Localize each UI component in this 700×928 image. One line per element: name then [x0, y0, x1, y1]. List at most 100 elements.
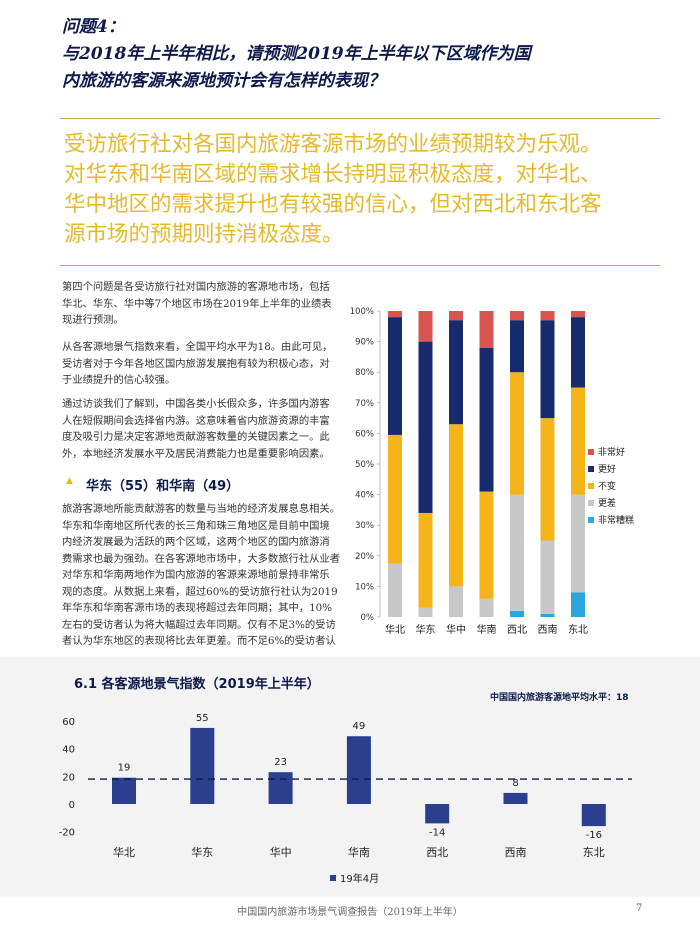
x-category-label: 华北 — [385, 623, 405, 636]
triangle-bullet-icon: ▲ — [66, 476, 73, 486]
stacked-bar-segment — [540, 311, 555, 321]
stacked-bar-segment — [479, 311, 494, 348]
chart-title: 6.1 各客源地景气指数（2019年上半年） — [74, 677, 320, 692]
y-tick-label: 40 — [62, 745, 75, 756]
text-line: 人在短假期间会选择省内游。这意味着省内旅游资源的丰富 — [62, 414, 330, 427]
y-tick-label: 10% — [355, 582, 374, 592]
legend-label: 非常糟糕 — [598, 514, 634, 526]
value-label: 8 — [512, 778, 518, 789]
legend-label: 更差 — [598, 497, 616, 509]
average-label: 中国国内旅游客源地平均水平： — [490, 693, 617, 703]
stacked-bar-segment — [388, 434, 402, 564]
legend-swatch — [588, 466, 594, 472]
stacked-bar-segment — [418, 512, 433, 608]
stacked-bar-segment — [571, 592, 585, 617]
stacked-bar-segment — [510, 494, 524, 611]
legend-label: 不变 — [598, 480, 616, 492]
question-heading: 问题4： 与2018年上半年相比，请预测2019年上半年以下区域作为国 内旅游的… — [62, 14, 662, 95]
x-category-label: 华北 — [113, 845, 135, 859]
header-divider — [60, 118, 660, 119]
x-category-label: 西南 — [538, 623, 558, 636]
x-category-label: 华中 — [446, 623, 466, 636]
index-bar — [190, 727, 215, 804]
stacked-bar-segment — [510, 320, 524, 373]
stacked-bar-segment — [571, 311, 585, 318]
text-line: 内经济发展最为活跃的两个区域，这两个地区的国内旅游消 — [62, 536, 330, 548]
stacked-bar-chart: 0% 10% 20% 30% 40% 50% 60% 70% 80% 90% 100% 华北 华东 华中华… — [350, 307, 634, 636]
text-line: 度及吸引力是决定客源地贡献游客数量的关键因素之一。此 — [62, 431, 330, 443]
index-bar — [268, 772, 293, 804]
text-line: 第四个问题是各受访旅行社对国内旅游的客源地市场，包括 — [62, 281, 330, 293]
y-tick-label: 30% — [355, 521, 374, 531]
x-category-label: 东北 — [568, 623, 588, 636]
y-tick-label: 70% — [355, 399, 374, 409]
x-category-label: 西北 — [426, 846, 448, 859]
stacked-bar-segment — [479, 598, 494, 617]
index-bar — [581, 804, 606, 827]
summary-line: 对华东和华南区域的需求增长持明显积极态度，对华北、 — [64, 162, 602, 187]
summary-line: 受访旅行社对各国内旅游客源市场的业绩预期较为乐观。 — [64, 132, 602, 157]
legend-label: 19年4月 — [340, 872, 379, 885]
paragraph-interview: 通过访谈我们了解到，中国各类小长假众多，许多国内游客 人在短假期间会选择省内游。… — [62, 396, 360, 462]
y-tick-label: 0 — [69, 800, 75, 811]
summary-block: 受访旅行社对各国内旅游客源市场的业绩预期较为乐观。 对华东和华南区域的需求增长持… — [64, 130, 664, 250]
x-category-label: 华东 — [416, 623, 436, 636]
stacked-bar-segment — [540, 418, 555, 541]
y-tick-label: 100% — [350, 307, 374, 317]
y-tick-label: 50% — [355, 460, 374, 470]
text-line: 受访者对于今年各地区国内旅游发展抱有较为积极心态，对 — [62, 357, 330, 370]
stacked-bar-segment — [510, 610, 524, 617]
legend-swatch — [588, 449, 594, 455]
legend-label: 更好 — [598, 463, 616, 475]
text-line: 于业绩提升的信心较强。 — [62, 374, 176, 386]
text-line: 通过访谈我们了解到，中国各类小长假众多，许多国内游客 — [62, 398, 330, 410]
stacked-bar-segment — [540, 540, 555, 614]
x-category-label: 东北 — [583, 846, 605, 859]
value-label: 19 — [118, 763, 131, 774]
average-value: 18 — [616, 693, 629, 703]
legend-swatch — [588, 483, 594, 489]
question-line: 内旅游的客源来源地预计会有怎样的表现？ — [62, 71, 385, 91]
legend-swatch — [330, 875, 336, 881]
stacked-bar-segment — [571, 387, 585, 495]
stacked-bar-segment — [388, 317, 402, 435]
stacked-bar-segment — [540, 320, 555, 419]
stacked-bar-segment — [388, 311, 402, 318]
index-bar — [425, 804, 450, 824]
stacked-bar-segment — [479, 347, 494, 492]
text-line: 年华东和华南客源市场的表现将超过去年同期；其中，10% — [62, 602, 333, 614]
stacked-bar-segment — [510, 372, 524, 495]
stacked-bar-segment — [449, 424, 463, 587]
footer-title: 中国国内旅游市场景气调查报告（2019年上半年） — [237, 907, 463, 918]
y-tick-label: -20 — [59, 828, 75, 839]
y-tick-label: 20 — [62, 772, 75, 783]
stacked-bar-segment — [388, 563, 402, 617]
average-note: 中国国内旅游客源地平均水平：18 — [490, 690, 629, 703]
text-line: 对华东和华南两地作为国内旅游的客源来源地前景持非常乐 — [62, 569, 330, 581]
y-tick-label: 0% — [361, 613, 375, 623]
paragraph-index: 从各客源地景气指数来看，全国平均水平为18。由此可见， 受访者对于今年各地区国内… — [62, 339, 360, 389]
paragraph-east-south: 旅游客源地所能贡献游客的数量与当地的经济发展息息相关。 华东和华南地区所代表的长… — [62, 501, 360, 650]
stacked-bar-segment — [479, 491, 494, 599]
stacked-bar-segment — [449, 320, 463, 425]
text-line: 费需求也最为强劲。在各客源地市场中，大多数旅行社从业者 — [62, 552, 341, 565]
text-line: 旅游客源地所能贡献游客的数量与当地的经济发展息息相关。 — [62, 503, 341, 515]
stacked-bar-segment — [418, 341, 433, 513]
x-category-label: 西北 — [507, 624, 527, 636]
text-line: 观的态度。从数据上来看，超过60%的受访旅行社认为2019 — [62, 585, 338, 598]
value-label: 55 — [196, 713, 209, 724]
value-label: 49 — [353, 721, 366, 732]
text-line: 华北、华东、华中等7个地区市场在2019年上半年的业绩表 — [62, 297, 332, 310]
stacked-bar-segment — [418, 607, 433, 617]
region-heading: 华东（55）和华南（49） — [86, 479, 240, 494]
question-line: 与2018年上半年相比，请预测2019年上半年以下区域作为国 — [62, 44, 531, 64]
stacked-bar-segment — [418, 311, 433, 342]
summary-line: 源市场的预期则持消极态度。 — [64, 222, 344, 247]
y-tick-label: 60 — [62, 717, 75, 728]
index-bar — [346, 736, 371, 804]
stacked-bar-segment — [449, 311, 463, 321]
x-category-label: 西南 — [505, 846, 527, 859]
summary-divider — [60, 265, 660, 266]
value-label: 23 — [274, 757, 287, 768]
legend-swatch — [588, 517, 594, 523]
